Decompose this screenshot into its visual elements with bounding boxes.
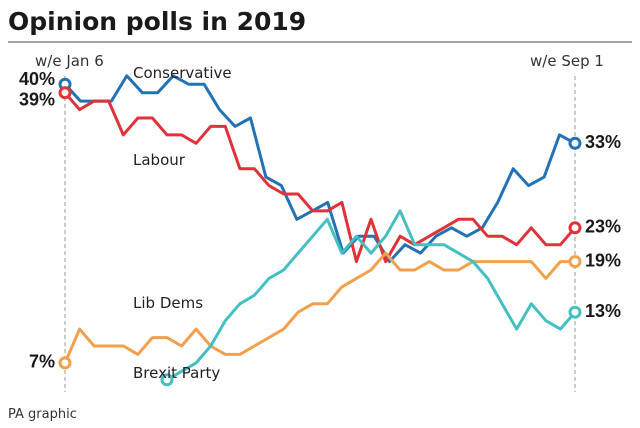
series-layer: 40% 33% 39% 23% 7% 19% 13% (19, 69, 621, 387)
series-label-conservative: Conservative (133, 64, 232, 82)
series-line-lib-dems (63, 251, 575, 364)
series-start-marker-labour (58, 86, 72, 100)
series-line-labour (63, 91, 577, 264)
series-start-value-conservative: 40% (19, 69, 55, 89)
series-label-labour: Labour (133, 151, 186, 169)
series-end-marker-brexit-party (568, 305, 582, 319)
series-end-value-brexit-party: 13% (585, 301, 621, 321)
chart-title: Opinion polls in 2019 (8, 7, 306, 36)
series-line-brexit-party (166, 209, 577, 382)
series-start-marker-brexit-party (160, 373, 174, 387)
end-date-label: w/e Sep 1 (530, 52, 604, 70)
start-date-label: w/e Jan 6 (35, 52, 104, 70)
series-end-value-conservative: 33% (585, 132, 621, 152)
series-end-marker-conservative (568, 136, 582, 150)
series-end-value-lib-dems: 19% (585, 250, 621, 270)
series-start-value-lib-dems: 7% (29, 352, 55, 372)
series-start-value-labour: 39% (19, 89, 55, 109)
series-end-value-labour: 23% (585, 217, 621, 237)
series-end-marker-lib-dems (568, 255, 582, 269)
series-start-marker-lib-dems (58, 356, 72, 370)
series-end-marker-labour (568, 221, 582, 235)
series-label-lib-dems: Lib Dems (133, 294, 203, 312)
credit-text: PA graphic (8, 407, 77, 422)
series-label-brexit-party: Brexit Party (133, 364, 220, 382)
series-line-conservative (63, 74, 576, 264)
